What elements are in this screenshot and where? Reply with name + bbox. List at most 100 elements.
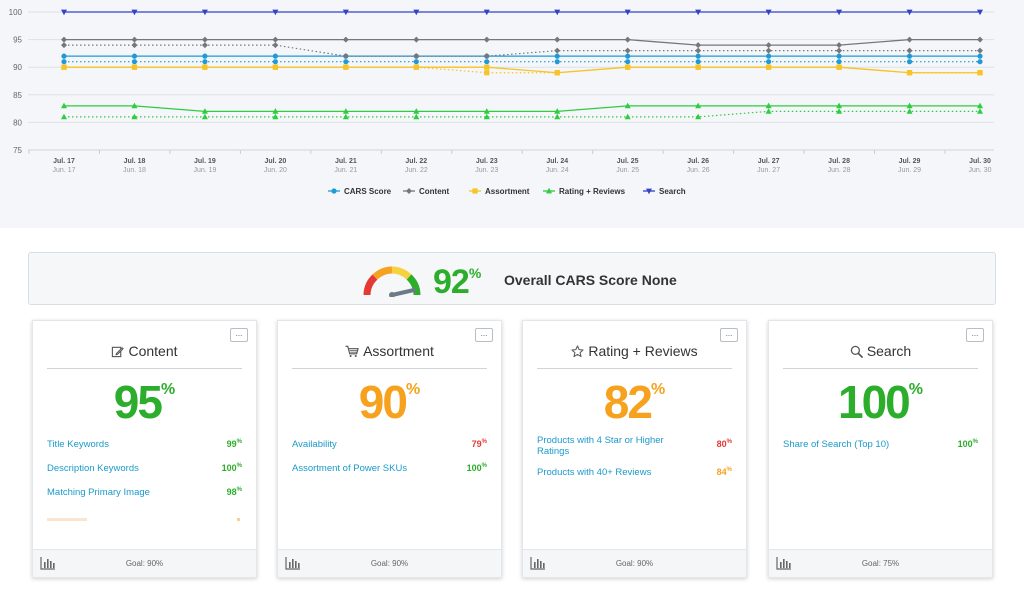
- rating-reviews-point: [342, 108, 349, 114]
- search-point: [272, 9, 279, 16]
- card-score: 82%: [603, 376, 666, 428]
- metric-row[interactable]: Title Keywords 99%: [47, 439, 242, 450]
- bar-chart-icon[interactable]: [776, 557, 792, 570]
- x-tick-label: Jul. 26: [687, 158, 709, 165]
- metric-row[interactable]: Share of Search (Top 10) 100%: [783, 439, 978, 450]
- x-tick-label-compare: Jun. 20: [264, 167, 287, 174]
- bar-chart-icon[interactable]: [40, 557, 56, 570]
- overall-score-value: 92%: [433, 263, 481, 301]
- rating-reviews-point: [906, 102, 913, 109]
- metric-list: Availability 79% Assortment of Power SKUs…: [292, 439, 487, 487]
- search-point: [61, 9, 67, 16]
- bar-chart-icon[interactable]: [285, 557, 301, 570]
- search-point: [131, 9, 138, 16]
- card-menu-button[interactable]: ...: [966, 328, 984, 342]
- x-tick-label-compare: Jun. 28: [828, 167, 851, 174]
- content-point: [836, 42, 843, 49]
- card-footer: Goal: 90%: [33, 549, 256, 577]
- content-compare-line: [64, 44, 980, 57]
- search-card: ... Search 100% Share of Search (Top 10)…: [768, 320, 993, 578]
- content-compare-point: [201, 42, 208, 49]
- metric-row[interactable]: Assortment of Power SKUs 100%: [292, 463, 487, 474]
- content-compare-point: [977, 47, 983, 54]
- goal-label: Goal: 90%: [125, 559, 164, 568]
- cars-score-point: [61, 53, 67, 59]
- y-tick-label: 75: [13, 146, 22, 155]
- rating-reviews-point: [413, 108, 420, 114]
- content-compare-point: [413, 53, 420, 60]
- metric-list: Title Keywords 99% Description Keywords 10…: [47, 439, 242, 511]
- assortment-point: [554, 70, 560, 76]
- rating-reviews-point: [977, 102, 983, 109]
- metric-row[interactable]: Matching Primary Image 98%: [47, 487, 242, 498]
- metric-list: Share of Search (Top 10) 100%: [783, 439, 978, 463]
- rating-reviews-compare-point: [342, 113, 349, 120]
- content-compare-point: [624, 47, 631, 54]
- metric-row[interactable]: Availability 79%: [292, 439, 487, 450]
- card-score: 100%: [838, 376, 923, 428]
- legend-label-assortment: Assortment: [485, 187, 530, 196]
- rating-reviews-card: ... Rating + Reviews 82% Products with 4…: [522, 320, 747, 578]
- rating-reviews-point: [131, 102, 138, 109]
- cart-icon: [345, 345, 359, 358]
- card-footer: Goal: 90%: [523, 549, 746, 577]
- content-point: [765, 42, 772, 49]
- x-tick-label-compare: Jun. 18: [123, 167, 146, 174]
- card-footer: Goal: 75%: [769, 549, 992, 577]
- content-point: [201, 36, 208, 43]
- content-compare-point: [906, 47, 913, 54]
- cars-score-compare-point: [836, 59, 842, 65]
- x-tick-label: Jul. 29: [899, 158, 921, 165]
- content-compare-point: [342, 53, 349, 60]
- x-tick-label: Jul. 28: [828, 158, 850, 165]
- content-point: [624, 36, 631, 43]
- metric-row[interactable]: Description Keywords 100%: [47, 463, 242, 474]
- x-tick-label: Jul. 18: [124, 158, 146, 165]
- card-score: 90%: [358, 376, 421, 428]
- card-title: Search: [783, 343, 978, 369]
- rating-reviews-compare-point: [765, 108, 772, 114]
- assortment-point: [766, 64, 772, 70]
- bar-chart-icon[interactable]: [530, 557, 546, 570]
- card-menu-button[interactable]: ...: [230, 328, 248, 342]
- cars-score-point: [766, 53, 772, 59]
- content-line: [64, 38, 980, 46]
- card-menu-button[interactable]: ...: [720, 328, 738, 342]
- x-tick-label-compare: Jun. 25: [616, 167, 639, 174]
- legend-marker-cars-score: [331, 188, 337, 194]
- cars-score-point: [836, 53, 842, 59]
- rating-reviews-point: [201, 108, 208, 114]
- search-point: [342, 9, 349, 16]
- cars-score-point: [695, 53, 701, 59]
- content-point: [342, 36, 349, 43]
- cars-score-compare-point: [766, 59, 772, 65]
- metric-row[interactable]: Products with 4 Star or Higher Ratings 80…: [537, 435, 732, 457]
- rating-reviews-point: [483, 108, 490, 114]
- x-tick-label-compare: Jun. 30: [969, 167, 992, 174]
- rating-reviews-compare-point: [413, 113, 420, 120]
- trend-chart: 75 80 85 90 95 100 Jul. 17 Jun. 17 Jul. 18 Jun. 1…: [0, 0, 1024, 228]
- trend-chart-svg: 75 80 85 90 95 100 Jul. 17 Jun. 17 Jul. 18 Jun. 1…: [9, 8, 994, 196]
- y-tick-label: 95: [13, 36, 22, 45]
- legend-marker-content: [406, 188, 412, 194]
- content-point: [483, 36, 490, 43]
- cars-score-compare-point: [554, 59, 560, 65]
- metric-row[interactable]: Products with 40+ Reviews 84%: [537, 467, 732, 478]
- search-point: [554, 9, 561, 16]
- cars-score-compare-point: [272, 59, 278, 65]
- rating-reviews-point: [695, 102, 702, 109]
- x-tick-label-compare: Jun. 23: [475, 167, 498, 174]
- cars-score-point: [554, 53, 560, 59]
- rating-reviews-line: [64, 105, 980, 113]
- content-point: [554, 36, 561, 43]
- goal-label: Goal: 90%: [615, 559, 654, 568]
- content-point: [61, 36, 67, 43]
- legend-marker-assortment: [472, 188, 478, 194]
- assortment-card: ... Assortment 90% Availability 79% Assor…: [277, 320, 502, 578]
- rating-reviews-compare-line: [64, 110, 980, 118]
- x-tick-label-compare: Jun. 24: [546, 167, 569, 174]
- assortment-point: [977, 70, 983, 76]
- card-menu-button[interactable]: ...: [475, 328, 493, 342]
- rating-reviews-compare-point: [483, 113, 490, 120]
- goal-label: Goal: 90%: [370, 559, 409, 568]
